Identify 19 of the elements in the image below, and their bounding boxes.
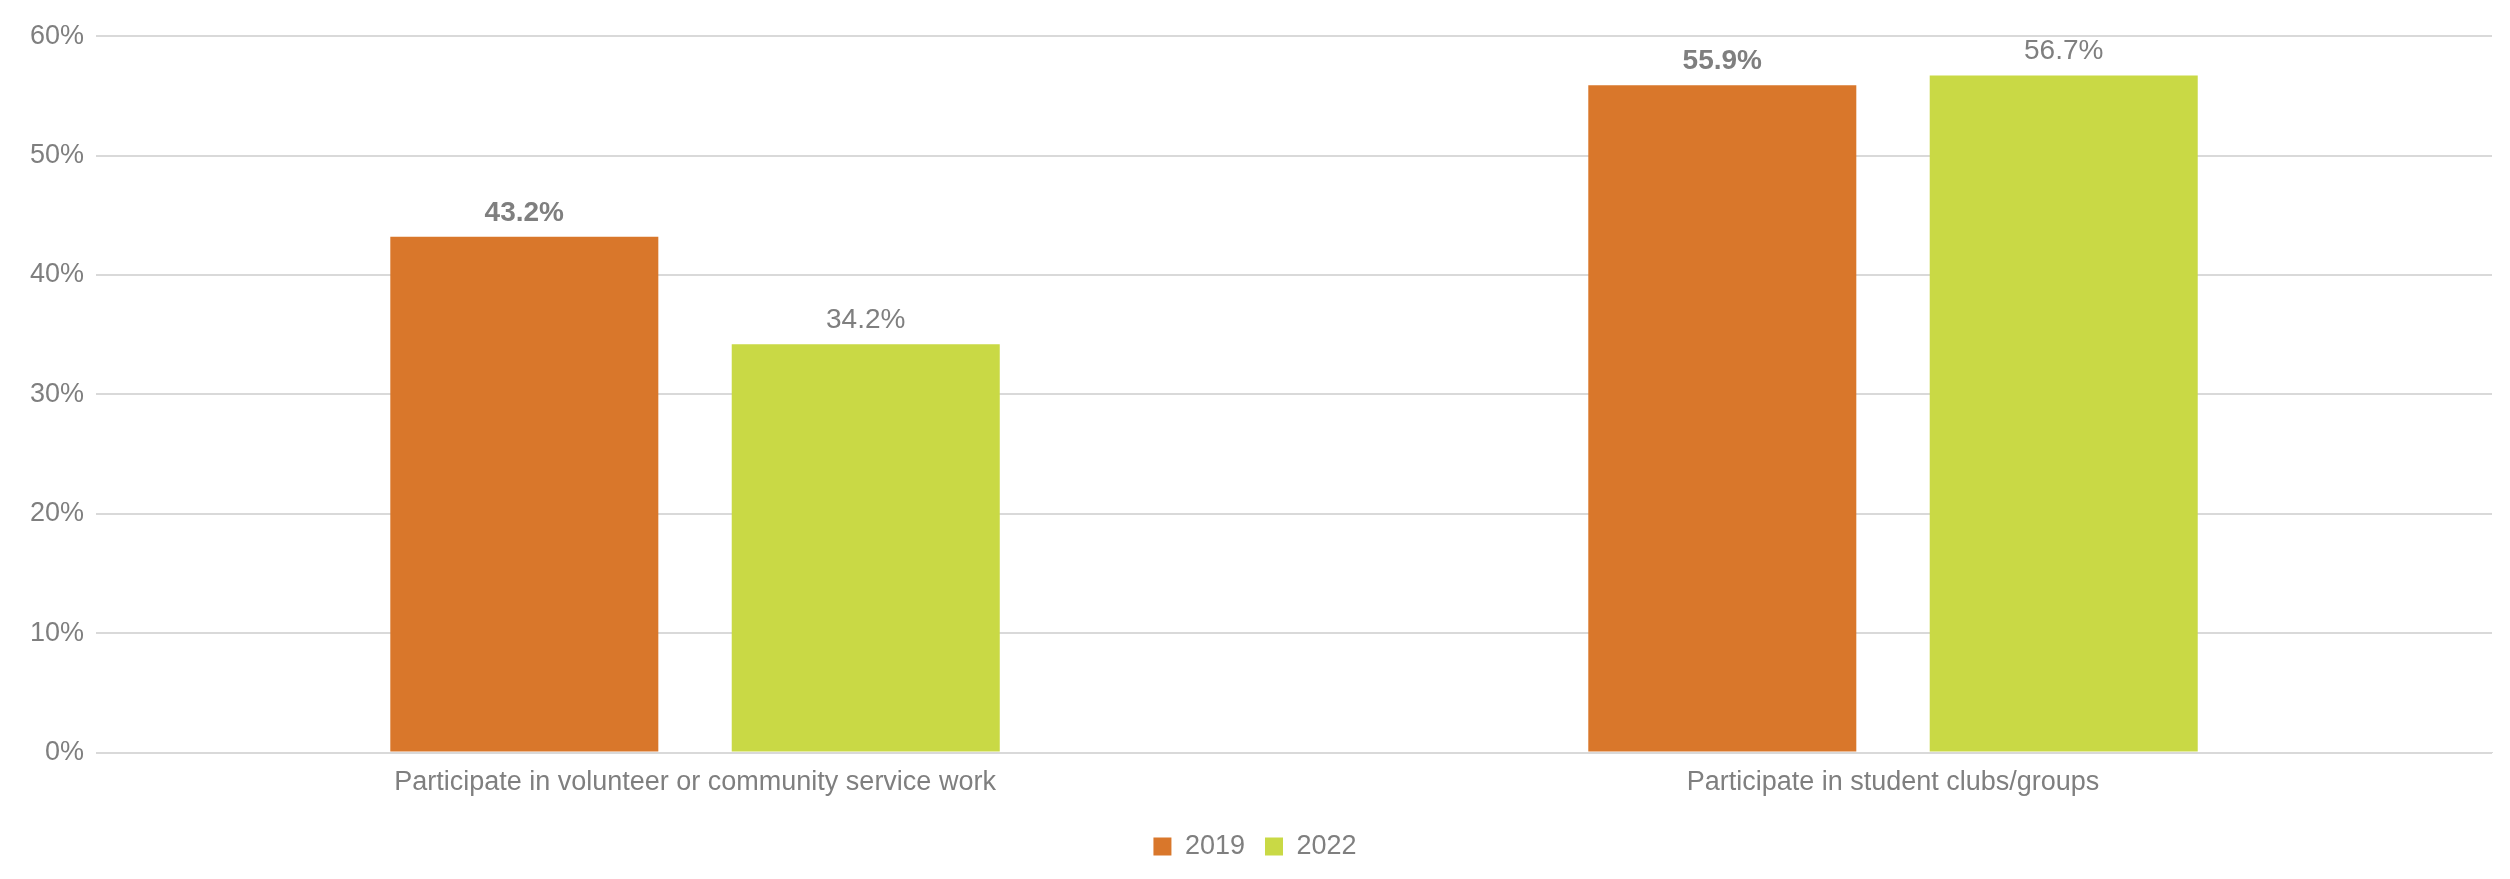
- bar: [1929, 75, 2198, 752]
- bar: [1588, 85, 1857, 752]
- y-tick-label: 60%: [29, 19, 85, 50]
- y-tick-label: 50%: [29, 139, 85, 170]
- data-label: 34.2%: [826, 302, 906, 334]
- legend-label: 2022: [1296, 829, 1357, 860]
- x-tick-label: Participate in volunteer or community service work: [394, 766, 997, 797]
- y-tick-label: 0%: [45, 736, 85, 767]
- data-label: 56.7%: [2024, 34, 2104, 66]
- legend-label: 2019: [1184, 829, 1246, 860]
- bar: [731, 344, 1000, 752]
- data-label: 43.2%: [484, 195, 565, 227]
- x-tick-label: Participate in student clubs/groups: [1686, 766, 2100, 797]
- bar: [390, 236, 659, 752]
- y-tick-label: 20%: [29, 497, 85, 528]
- y-tick-label: 40%: [29, 258, 85, 289]
- data-label: 55.9%: [1682, 43, 1763, 75]
- y-tick-label: 10%: [29, 616, 85, 647]
- y-tick-label: 30%: [29, 377, 85, 408]
